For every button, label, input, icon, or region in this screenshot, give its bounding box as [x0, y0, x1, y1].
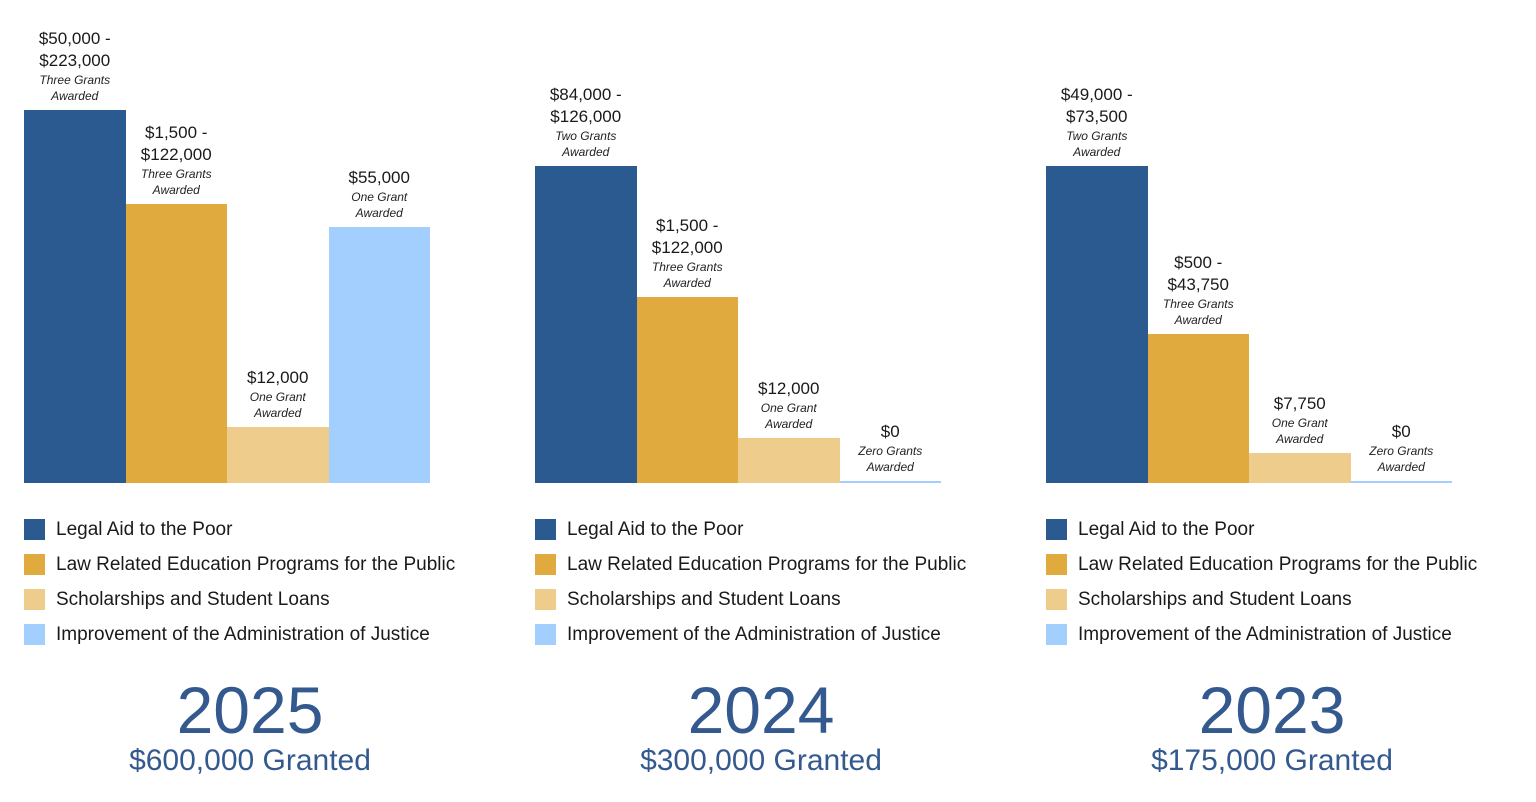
data-label-note: Three Grants Awarded	[1162, 297, 1234, 327]
legend-label: Law Related Education Programs for the P…	[567, 553, 967, 575]
bar-0	[1046, 166, 1148, 483]
data-label-amount: $55,000	[348, 168, 410, 187]
plot-area: $49,000 - $73,500 Two Grants Awarded $500 …	[1046, 0, 1452, 483]
data-label-amount: $50,000 - $223,000	[38, 29, 111, 70]
legend-swatch	[24, 554, 45, 575]
legend-item: Law Related Education Programs for the P…	[535, 547, 966, 582]
legend-label: Improvement of the Administration of Jus…	[1078, 623, 1452, 645]
plot-area: $84,000 - $126,000 Two Grants Awarded $1,5…	[535, 0, 941, 483]
legend-item: Improvement of the Administration of Jus…	[1046, 617, 1477, 652]
plot-area: $50,000 - $223,000 Three Grants Awarded $1…	[24, 0, 430, 483]
legend-swatch	[1046, 519, 1067, 540]
data-label: $0 Zero Grants Awarded	[840, 421, 942, 475]
legend: Legal Aid to the Poor Law Related Educati…	[24, 512, 455, 652]
data-label: $55,000 One Grant Awarded	[329, 167, 431, 221]
chart-panel-2025: $50,000 - $223,000 Three Grants Awarded $1…	[0, 0, 500, 802]
data-label: $49,000 - $73,500 Two Grants Awarded	[1046, 84, 1148, 160]
data-label-amount: $84,000 - $126,000	[549, 85, 622, 126]
chart-panel-2024: $84,000 - $126,000 Two Grants Awarded $1,5…	[511, 0, 1011, 802]
data-label-note: One Grant Awarded	[760, 401, 817, 431]
legend-swatch	[1046, 589, 1067, 610]
legend-swatch	[24, 589, 45, 610]
legend-item: Legal Aid to the Poor	[1046, 512, 1477, 547]
legend-item: Improvement of the Administration of Jus…	[24, 617, 455, 652]
legend-swatch	[24, 624, 45, 645]
data-label-amount: $1,500 - $122,000	[651, 216, 723, 257]
data-label-note: Three Grants Awarded	[651, 260, 723, 290]
legend-label: Scholarships and Student Loans	[56, 588, 330, 610]
chart-subtitle: $175,000 Granted	[1151, 744, 1393, 777]
data-label-amount: $49,000 - $73,500	[1060, 85, 1133, 126]
legend-label: Law Related Education Programs for the P…	[56, 553, 456, 575]
legend-swatch	[1046, 554, 1067, 575]
legend-item: Legal Aid to the Poor	[535, 512, 966, 547]
bar-2	[227, 427, 329, 483]
data-label-note: Three Grants Awarded	[140, 167, 212, 197]
data-label-amount: $12,000	[758, 379, 820, 398]
bar-0	[24, 110, 126, 483]
legend-swatch	[535, 519, 556, 540]
legend: Legal Aid to the Poor Law Related Educati…	[1046, 512, 1477, 652]
legend-item: Scholarships and Student Loans	[24, 582, 455, 617]
data-label-note: One Grant Awarded	[1271, 416, 1328, 446]
data-label: $50,000 - $223,000 Three Grants Awarded	[24, 28, 126, 104]
data-label: $500 - $43,750 Three Grants Awarded	[1148, 252, 1250, 328]
chart-title: 2024	[687, 673, 835, 747]
legend-label: Improvement of the Administration of Jus…	[567, 623, 941, 645]
legend-item: Law Related Education Programs for the P…	[1046, 547, 1477, 582]
data-label: $1,500 - $122,000 Three Grants Awarded	[637, 215, 739, 291]
legend-label: Law Related Education Programs for the P…	[1078, 553, 1478, 575]
chart-subtitle: $600,000 Granted	[129, 744, 371, 777]
legend-swatch	[535, 624, 556, 645]
bar-3	[839, 481, 941, 483]
chart-panel-2023: $49,000 - $73,500 Two Grants Awarded $500 …	[1022, 0, 1522, 802]
legend: Legal Aid to the Poor Law Related Educati…	[535, 512, 966, 652]
legend-swatch	[535, 554, 556, 575]
legend-label: Scholarships and Student Loans	[1078, 588, 1352, 610]
legend-label: Improvement of the Administration of Jus…	[56, 623, 430, 645]
legend-label: Legal Aid to the Poor	[56, 518, 233, 540]
legend-swatch	[24, 519, 45, 540]
legend-label: Legal Aid to the Poor	[1078, 518, 1255, 540]
data-label-amount: $0	[1391, 422, 1411, 441]
data-label-note: Three Grants Awarded	[39, 73, 111, 103]
bar-2	[738, 438, 840, 483]
data-label: $12,000 One Grant Awarded	[227, 367, 329, 421]
data-label-note: Zero Grants Awarded	[1369, 444, 1434, 474]
legend-item: Law Related Education Programs for the P…	[24, 547, 455, 582]
data-label-amount: $7,750	[1273, 394, 1326, 413]
data-label-note: One Grant Awarded	[351, 190, 408, 220]
legend-label: Legal Aid to the Poor	[567, 518, 744, 540]
data-label-amount: $500 - $43,750	[1167, 253, 1229, 294]
data-label: $1,500 - $122,000 Three Grants Awarded	[126, 122, 228, 198]
data-label-amount: $0	[880, 422, 900, 441]
legend-item: Improvement of the Administration of Jus…	[535, 617, 966, 652]
data-label-note: One Grant Awarded	[249, 390, 306, 420]
bar-2	[1249, 453, 1351, 483]
legend-label: Scholarships and Student Loans	[567, 588, 841, 610]
bar-0	[535, 166, 637, 483]
legend-swatch	[535, 589, 556, 610]
data-label: $7,750 One Grant Awarded	[1249, 393, 1351, 447]
data-label-note: Two Grants Awarded	[555, 129, 617, 159]
chart-title: 2025	[176, 673, 324, 747]
legend-item: Scholarships and Student Loans	[535, 582, 966, 617]
bar-1	[636, 297, 738, 483]
legend-item: Legal Aid to the Poor	[24, 512, 455, 547]
bar-1	[1147, 334, 1249, 483]
data-label-note: Two Grants Awarded	[1066, 129, 1128, 159]
bar-3	[1350, 481, 1452, 483]
bar-3	[328, 227, 430, 483]
legend-item: Scholarships and Student Loans	[1046, 582, 1477, 617]
data-label: $0 Zero Grants Awarded	[1351, 421, 1453, 475]
data-label-amount: $1,500 - $122,000	[140, 123, 212, 164]
data-label-amount: $12,000	[247, 368, 309, 387]
chart-title: 2023	[1198, 673, 1346, 747]
data-label: $84,000 - $126,000 Two Grants Awarded	[535, 84, 637, 160]
legend-swatch	[1046, 624, 1067, 645]
bar-1	[125, 204, 227, 483]
data-label-note: Zero Grants Awarded	[858, 444, 923, 474]
data-label: $12,000 One Grant Awarded	[738, 378, 840, 432]
chart-subtitle: $300,000 Granted	[640, 744, 882, 777]
